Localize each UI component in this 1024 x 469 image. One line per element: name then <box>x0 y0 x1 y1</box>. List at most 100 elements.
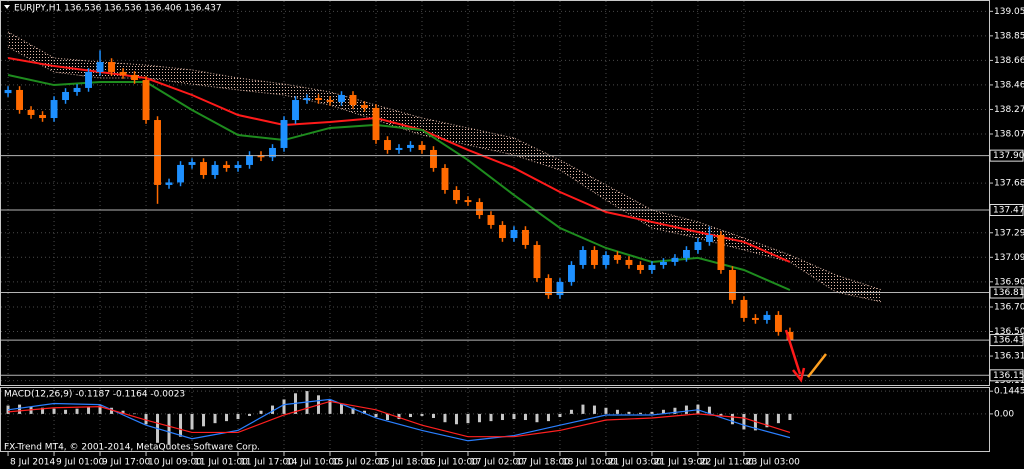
macd-panel-border <box>0 387 990 452</box>
candle-body <box>280 120 288 148</box>
macd-bar <box>213 413 217 424</box>
candle-body <box>234 164 242 168</box>
candle-body <box>464 200 472 203</box>
candle-body <box>453 189 460 201</box>
cloud-edge <box>7 31 883 291</box>
macd-title: MACD(12,26,9) -0.1187 -0.1164 -0.0023 <box>4 390 185 400</box>
macd-bar <box>271 405 275 414</box>
candle-body <box>27 109 35 115</box>
candle-body <box>384 140 391 150</box>
macd-bar <box>41 407 45 414</box>
trend-drawing <box>807 353 827 378</box>
macd-bar <box>592 405 596 414</box>
macd-bar <box>121 410 125 414</box>
macd-bar <box>362 410 366 414</box>
moving-average <box>7 74 791 291</box>
level-label-box <box>989 286 1024 299</box>
candle-body <box>407 144 414 148</box>
menu-triangle[interactable] <box>4 5 10 9</box>
macd-bar <box>707 406 711 414</box>
x-tick-label: 16 Jul 10:00 <box>424 458 478 468</box>
candle-body <box>303 98 311 101</box>
x-tick-label: 21 Jul 19:00 <box>654 458 708 468</box>
candle-body <box>705 235 713 242</box>
x-tick-label: 14 Jul 10:00 <box>286 458 340 468</box>
macd-bar <box>730 413 734 425</box>
chart-title: EURJPY,H1 136.536 136.536 136.406 136.43… <box>14 4 222 14</box>
candle-body <box>154 120 161 185</box>
y-tick-label: 137.095 <box>994 253 1024 263</box>
macd-bar <box>397 413 401 420</box>
candle-body <box>637 264 644 271</box>
candle-body <box>315 98 322 101</box>
candle-body <box>625 259 633 265</box>
macd-bar <box>661 409 665 414</box>
macd-bar <box>512 413 516 420</box>
y-tick-label: 136.700 <box>994 302 1024 312</box>
candle-body <box>786 331 794 341</box>
candle-body <box>602 255 610 265</box>
macd-bar <box>339 403 343 414</box>
candle-body <box>717 235 725 271</box>
y-tick-label: 138.465 <box>994 80 1024 90</box>
level-label: 137.903 <box>993 151 1024 161</box>
macd-bar <box>420 413 424 416</box>
macd-bar <box>604 407 608 414</box>
macd-bar <box>374 413 378 418</box>
macd-bar <box>248 413 252 416</box>
candle-body <box>682 249 690 258</box>
y-tick-label: 137.685 <box>994 179 1024 189</box>
candle-body <box>545 278 552 296</box>
candle-body <box>16 89 23 110</box>
macd-bar <box>144 413 148 425</box>
macd-bar <box>167 413 171 445</box>
y-tick-label: 138.270 <box>994 105 1024 115</box>
candle-body <box>349 94 357 106</box>
candle-body <box>361 105 368 108</box>
macd-bar <box>75 408 79 414</box>
macd-bar <box>477 413 481 423</box>
macd-bar <box>719 413 723 416</box>
candle-body <box>476 202 483 216</box>
macd-bar <box>351 407 355 414</box>
y-tick-label: 138.855 <box>994 31 1024 41</box>
x-tick-label: 11 Jul 01:00 <box>194 458 248 468</box>
macd-bar <box>52 408 56 414</box>
cloud-edge <box>7 46 883 303</box>
macd-bar <box>500 413 504 421</box>
y-tick-label: 137.290 <box>994 228 1024 238</box>
x-tick-label: 15 Jul 18:00 <box>378 458 432 468</box>
macd-bar <box>225 413 229 422</box>
macd-bar <box>627 411 631 414</box>
candle-body <box>728 270 736 300</box>
x-tick-label: 10 Jul 09:00 <box>148 458 202 468</box>
macd-bar <box>535 413 539 423</box>
macd-bar <box>385 413 389 421</box>
macd-bar <box>443 413 447 423</box>
candle-body <box>763 314 771 320</box>
level-label: 136.157 <box>993 371 1024 381</box>
x-tick-label: 17 Jul 02:00 <box>470 458 524 468</box>
macd-bar <box>282 399 286 414</box>
macd-bar <box>190 413 194 430</box>
macd-bar <box>788 413 792 421</box>
candle-body <box>188 162 196 165</box>
candle-body <box>200 162 207 176</box>
candle-body <box>430 149 437 168</box>
candle-body <box>591 249 598 265</box>
x-tick-label: 22 Jul 11:00 <box>700 458 754 468</box>
candle-body <box>740 299 748 318</box>
macd-bar <box>408 413 412 418</box>
y-tick-label: 139.050 <box>994 7 1024 17</box>
macd-bar <box>546 413 550 422</box>
candle-body <box>372 107 380 141</box>
macd-bar <box>650 411 654 414</box>
candle-body <box>108 62 115 72</box>
level-label-box <box>989 149 1024 162</box>
y-tick-label: 0.1445 <box>994 387 1024 397</box>
candle-body <box>648 264 656 271</box>
level-label: 136.437 <box>993 336 1024 346</box>
candle-body <box>223 164 230 168</box>
candle-body <box>533 244 541 279</box>
candle-body <box>246 155 253 165</box>
